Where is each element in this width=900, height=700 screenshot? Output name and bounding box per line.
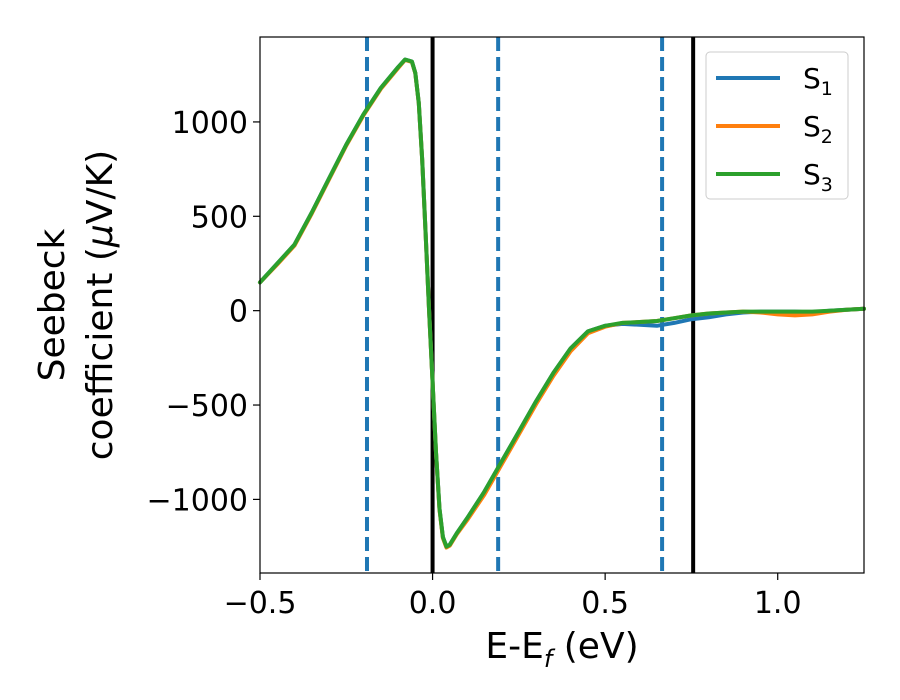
x-axis-title-unit: (eV) [552,626,638,667]
legend-label-subscript: 2 [821,126,833,148]
legend-label-s1: S1 [803,62,833,100]
x-tick-label: 1.0 [754,586,802,621]
legend-label-main: S [803,158,821,191]
y-axis-title-unit: V/K) [80,150,121,224]
y-tick-label: 0 [229,295,248,330]
x-axis-title-main: E-E [485,626,543,667]
legend-label-s2: S2 [803,110,833,148]
y-axis-title-prefix: coefficient ( [80,247,121,460]
y-axis-title-mu: μ [80,224,121,248]
y-axis-title-line1: Seebeck [32,228,73,381]
y-tick-label: −500 [166,389,248,424]
y-tick-label: −1000 [147,483,248,518]
x-tick-label: −0.5 [224,586,297,621]
legend-label-main: S [803,110,821,143]
legend-label-s3: S3 [803,158,833,196]
y-tick-label: 1000 [172,106,248,141]
x-tick-label: 0.5 [581,586,629,621]
legend-label-subscript: 1 [821,78,833,100]
series-line-s3 [258,57,866,549]
legend-label-subscript: 3 [821,174,833,196]
legend-label-main: S [803,62,821,95]
plot-lines [258,37,866,573]
plot-frame [259,36,865,574]
y-axis-title-line2: coefficient (μV/K) [80,150,121,460]
axis-ticks: −0.5 0.0 0.5 1.0 1000 500 0 −500 −1000 [147,106,802,621]
y-tick-label: 500 [191,200,248,235]
x-axis-title: E-Ef (eV) [485,626,638,673]
x-tick-label: 0.0 [409,586,457,621]
